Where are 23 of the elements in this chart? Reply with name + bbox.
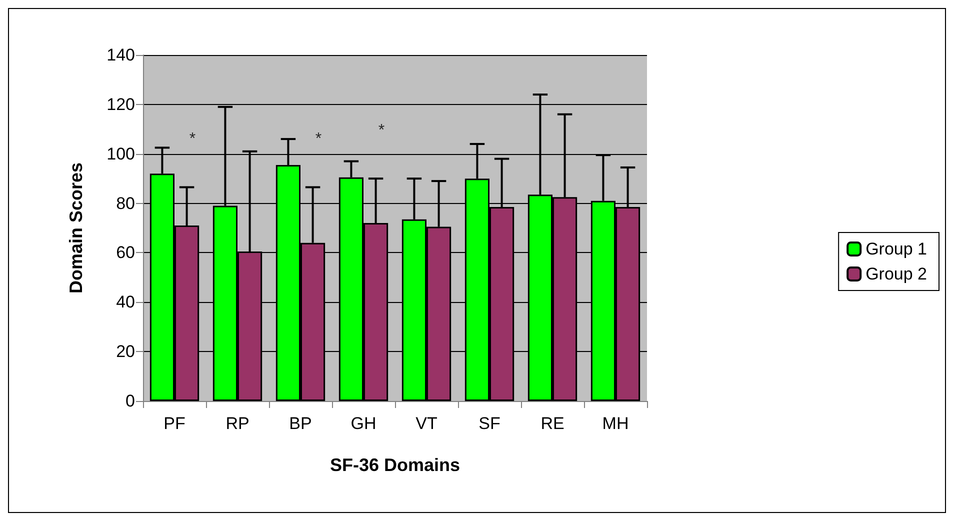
x-tick-label: PF xyxy=(164,414,186,433)
y-axis-title: Domain Scores xyxy=(66,162,86,294)
x-tick-label: RP xyxy=(226,414,250,433)
y-tick-label: 120 xyxy=(106,94,135,114)
y-tick-label: 60 xyxy=(116,243,135,262)
y-tick-label: 40 xyxy=(116,292,135,312)
y-tick-label: 0 xyxy=(126,392,135,410)
y-tick-label: 140 xyxy=(106,46,135,64)
x-axis-title: SF-36 Domains xyxy=(330,455,460,475)
annotation: * xyxy=(315,130,322,148)
x-tick-label: VT xyxy=(416,414,438,433)
y-tick-label: 80 xyxy=(116,194,135,213)
x-tick-label: GH xyxy=(350,414,376,433)
y-tick-label: 100 xyxy=(106,144,135,164)
annotation: * xyxy=(378,122,385,140)
x-tick-label: RE xyxy=(540,414,564,433)
legend-label: Group 2 xyxy=(866,264,928,284)
annotation: * xyxy=(189,130,196,148)
x-tick-label: BP xyxy=(289,414,312,433)
legend-label: Group 1 xyxy=(866,240,928,258)
y-tick-label: 20 xyxy=(116,342,135,362)
x-tick-label: SF xyxy=(478,414,500,433)
x-tick-label: MH xyxy=(602,414,629,433)
